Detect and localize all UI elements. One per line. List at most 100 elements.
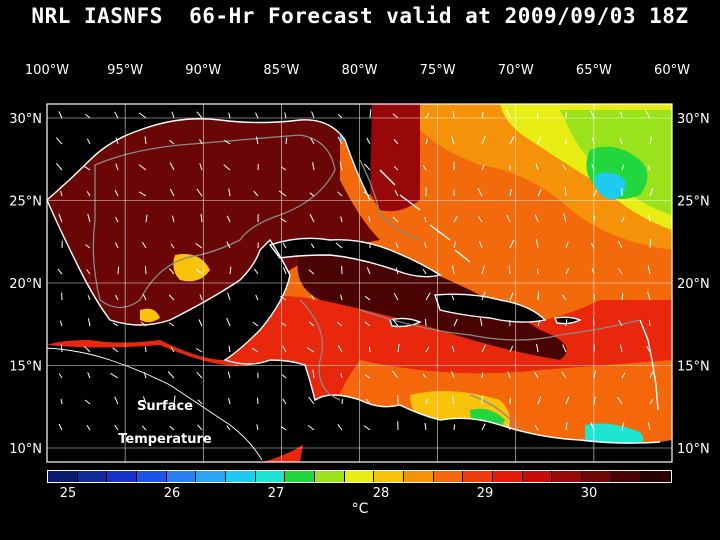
wind-arrow — [168, 294, 175, 301]
wind-arrow — [368, 216, 371, 223]
wind-arrow — [173, 395, 176, 405]
wind-arrow — [337, 424, 343, 431]
wind-arrow — [337, 191, 343, 197]
latitude-label: 30°N — [677, 112, 710, 127]
wind-arrow — [618, 319, 623, 327]
wind-arrow — [363, 425, 371, 431]
wind-arrow — [228, 397, 231, 405]
map-title: NRL IASNFS 66-Hr Forecast valid at 2009/… — [31, 4, 689, 28]
wind-arrow — [621, 421, 625, 431]
wind-arrow — [537, 188, 542, 197]
longitude-label: 100°W — [25, 63, 69, 78]
latitude-labels-left: 30°N 25°N 20°N 15°N 10°N — [9, 112, 42, 457]
wind-arrow — [310, 243, 315, 249]
wind-arrow — [341, 398, 344, 405]
wind-arrow — [425, 112, 430, 119]
wind-arrow — [422, 165, 427, 171]
map-frame — [46, 103, 673, 463]
wind-arrow — [393, 139, 399, 145]
wind-arrow — [170, 243, 175, 249]
colorbar-swatch — [48, 471, 78, 482]
wind-arrow — [59, 320, 63, 327]
wind-arrow — [226, 425, 231, 431]
wind-arrow — [593, 189, 598, 197]
wind-arrow — [308, 321, 315, 327]
wind-arrow — [477, 188, 483, 197]
colorbar-tick-label: 25 — [59, 486, 77, 501]
wind-arrow — [646, 345, 651, 353]
cuba — [270, 238, 440, 277]
wind-arrow — [424, 242, 427, 249]
longitude-label: 80°W — [342, 63, 378, 78]
wind-arrow — [647, 265, 651, 275]
wind-arrow — [115, 137, 119, 145]
wind-arrow — [590, 422, 595, 431]
wind-arrow — [281, 374, 287, 379]
wind-arrow — [562, 164, 567, 171]
wind-arrow — [198, 319, 203, 327]
wind-arrow — [424, 216, 427, 223]
wind-arrow — [561, 294, 567, 301]
wind-arrow — [168, 322, 175, 327]
wind-arrow — [364, 374, 371, 379]
latitude-label: 15°N — [677, 360, 710, 375]
wind-arrow — [285, 137, 288, 145]
wind-arrow — [565, 319, 568, 327]
wind-arrow — [452, 110, 455, 119]
wind-arrow — [282, 242, 287, 249]
wind-arrow — [144, 136, 147, 145]
wind-arrow — [506, 214, 511, 223]
wind-arrow — [339, 161, 343, 171]
wind-arrow — [394, 190, 399, 197]
bay-warm-spot — [140, 308, 160, 323]
wind-arrow — [142, 396, 147, 405]
wind-arrow — [364, 321, 371, 327]
colorbar-swatch — [493, 471, 523, 482]
wind-arrow — [649, 136, 652, 145]
wind-arrow — [278, 190, 287, 197]
wind-arrow — [143, 372, 147, 379]
wind-arrow — [195, 348, 203, 353]
wind-arrow — [228, 188, 231, 197]
longitude-labels: 100°W 95°W 90°W 85°W 80°W 75°W 70°W 65°W 60°W — [25, 63, 690, 78]
wind-arrow — [253, 268, 259, 275]
wind-arrow — [621, 164, 625, 171]
wind-arrow — [282, 267, 287, 275]
wind-arrow — [141, 425, 147, 431]
latitude-label: 20°N — [9, 277, 42, 292]
caribbean-contours — [299, 299, 641, 431]
wind-arrow — [255, 112, 259, 119]
jamaica-coastline — [389, 317, 422, 328]
wind-arrow — [138, 164, 147, 171]
wind-arrow — [620, 111, 623, 119]
wind-arrow — [115, 217, 119, 223]
wind-arrow — [308, 269, 315, 275]
wind-arrow — [87, 372, 91, 379]
wind-arrow — [453, 318, 458, 327]
wind-arrow — [257, 397, 259, 405]
cuba-south-dark — [297, 246, 567, 360]
wind-arrow — [479, 318, 483, 327]
wind-arrow — [284, 112, 287, 119]
colorbar-unit: °C — [351, 501, 369, 517]
wind-arrow — [200, 213, 203, 223]
wind-arrow — [392, 370, 399, 379]
colorbar-tick-label: 30 — [580, 486, 598, 501]
gulf-of-mexico — [47, 104, 380, 334]
wind-arrow — [453, 241, 457, 249]
wind-arrow — [142, 294, 147, 301]
wind-arrow — [309, 192, 315, 197]
wind-arrow — [424, 423, 427, 431]
wind-arrow — [58, 423, 63, 431]
wind-arrow — [537, 136, 541, 145]
wind-arrow — [619, 137, 623, 145]
wind-arrow — [425, 138, 428, 145]
wind-arrow — [536, 112, 539, 119]
wind-arrow — [369, 109, 372, 119]
colorbar-tick-label: 26 — [163, 486, 181, 501]
coastlines — [46, 118, 661, 444]
wind-arrow — [397, 343, 400, 353]
wind-arrow — [306, 347, 315, 353]
colorbar-swatch — [285, 471, 316, 482]
